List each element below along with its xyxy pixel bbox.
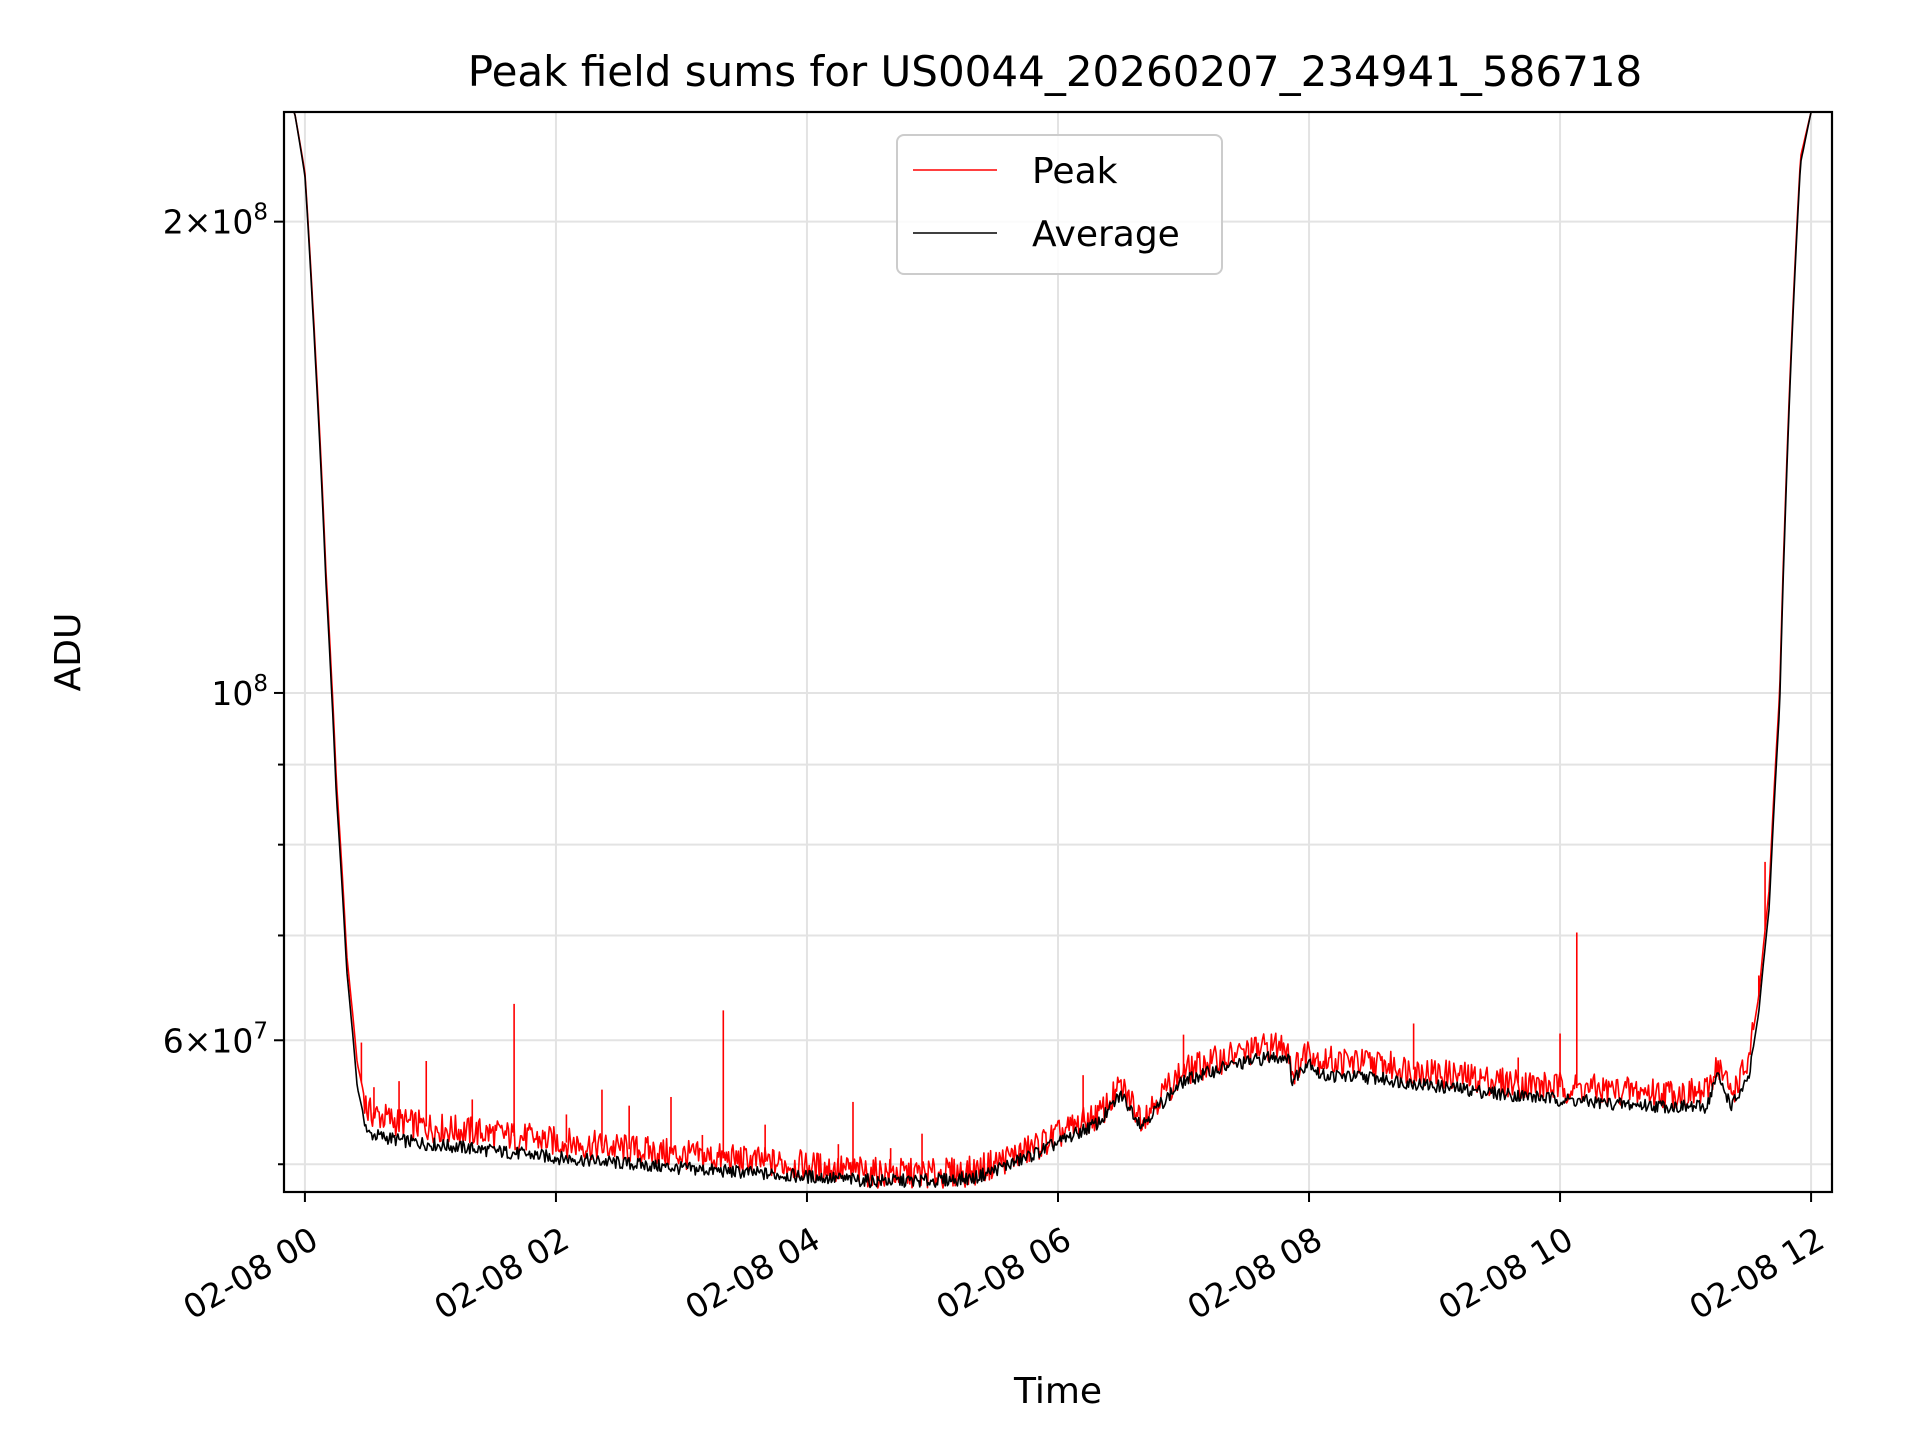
y-tick-label-1: 108 bbox=[211, 671, 268, 713]
x-tick-label-2: 02-08 04 bbox=[679, 1219, 827, 1327]
x-tick-label-3: 02-08 06 bbox=[930, 1219, 1078, 1327]
legend-label-peak: Peak bbox=[1032, 151, 1118, 192]
x-tick-label-5: 02-08 10 bbox=[1432, 1219, 1580, 1327]
x-tick-label-6: 02-08 12 bbox=[1683, 1219, 1831, 1327]
y-tick-label-0: 2×108 bbox=[163, 200, 268, 242]
series-layer bbox=[284, 112, 1832, 1189]
chart-title: Peak field sums for US0044_20260207_2349… bbox=[468, 47, 1643, 96]
x-tick-label-0: 02-08 00 bbox=[176, 1219, 324, 1327]
x-axis-ticks: 02-08 00 02-08 02 02-08 04 02-08 06 02-08 08… bbox=[176, 1192, 1831, 1327]
y-axis-ticks: 2×108 108 6×107 bbox=[163, 200, 284, 1166]
x-tick-label-4: 02-08 08 bbox=[1181, 1219, 1329, 1327]
series-line-average bbox=[284, 112, 1832, 1189]
y-axis-label: ADU bbox=[48, 613, 89, 692]
legend: Peak Average bbox=[896, 134, 1223, 275]
grid bbox=[284, 112, 1832, 1192]
series-line-peak bbox=[284, 112, 1832, 1189]
x-axis-label: Time bbox=[1013, 1371, 1102, 1412]
y-tick-label-2: 6×107 bbox=[163, 1018, 268, 1060]
x-tick-label-1: 02-08 02 bbox=[427, 1219, 575, 1327]
legend-label-average: Average bbox=[1032, 214, 1180, 255]
